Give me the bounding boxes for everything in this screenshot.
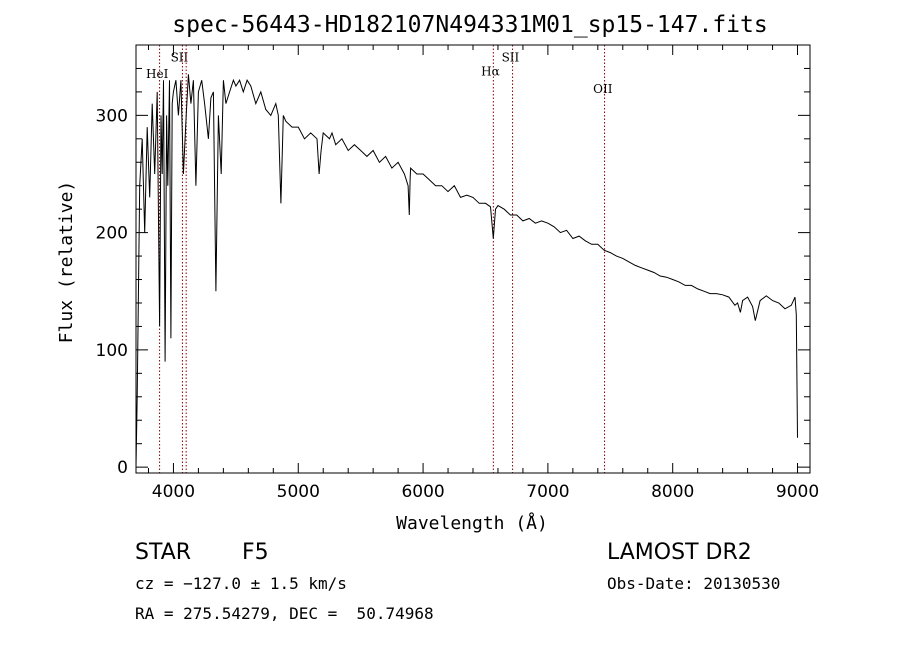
marker-label-4: SII	[502, 50, 520, 64]
y-tick-label-1: 100	[96, 341, 128, 361]
object-type: STAR	[135, 540, 192, 565]
marker-label-5: OII	[593, 82, 613, 96]
spectral-class: F5	[242, 540, 269, 565]
x-tick-label-4: 8000	[651, 482, 694, 502]
x-tick-label-2: 6000	[401, 482, 444, 502]
chart-title: spec-56443-HD182107N494331M01_sp15-147.f…	[172, 12, 767, 38]
obs-date-text: Obs-Date: 20130530	[607, 574, 781, 593]
x-tick-label-0: 4000	[152, 482, 195, 502]
x-axis-label: Wavelength (Å)	[396, 512, 548, 534]
x-tick-label-5: 9000	[776, 482, 819, 502]
x-tick-label-3: 7000	[526, 482, 569, 502]
y-tick-label-3: 300	[96, 106, 128, 126]
y-tick-label-0: 0	[117, 458, 128, 478]
spectrum-line-0	[135, 74, 798, 468]
data-layer	[135, 74, 798, 468]
plot-frame	[135, 44, 811, 474]
y-axis-label: Flux (relative)	[56, 181, 77, 344]
marker-label-1: SII	[171, 50, 189, 64]
marker-label-0: HeI	[146, 67, 169, 81]
y-tick-label-2: 200	[96, 224, 128, 244]
survey-name: LAMOST DR2	[607, 540, 752, 565]
redshift-text: cz = −127.0 ± 1.5 km/s	[135, 574, 347, 593]
axis-layer: 4000 5000 6000 7000 8000 9000 0 100 200 300	[96, 45, 819, 502]
coordinates-text: RA = 275.54279, DEC = 50.74968	[135, 604, 434, 623]
x-tick-label-1: 5000	[277, 482, 320, 502]
marker-label-3: Hα	[481, 64, 500, 78]
